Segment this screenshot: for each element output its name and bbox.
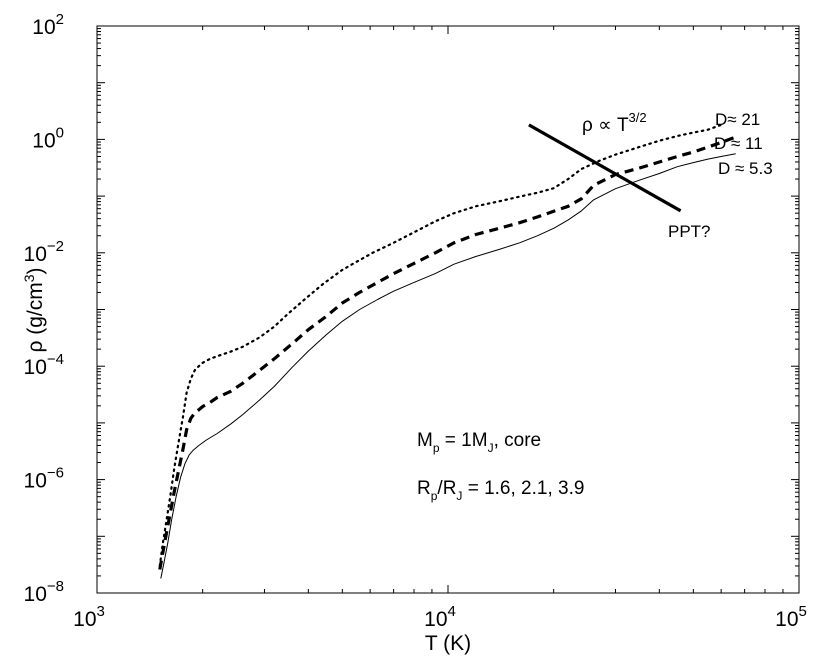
y-tick-exp: 0 (56, 124, 64, 141)
mass-rhs-sub: J (488, 441, 494, 455)
x-tick-base: 10 (73, 608, 96, 631)
x-tick-exp: 5 (799, 603, 807, 620)
radius-slash: /R (437, 478, 456, 499)
y-tick-base: 10 (24, 356, 47, 379)
mass-lhs-sub: p (433, 441, 440, 455)
ppt-label: PPT? (668, 222, 711, 241)
x-tick-label: 103 (73, 603, 105, 631)
mass-lhs: M (417, 430, 433, 451)
y-tick-label: 10−2 (24, 238, 64, 266)
y-axis-label: ρ (g/cm3) (21, 267, 47, 352)
mass-annotation: Mp = 1MJ, core (417, 430, 541, 455)
x-tick-exp: 4 (448, 603, 456, 620)
y-tick-label: 10−4 (24, 351, 64, 379)
y-axis-label-exp: 3 (21, 274, 37, 282)
y-tick-base: 10 (24, 583, 47, 606)
axis-ticks (96, 26, 799, 594)
series-line-t-3-2 (528, 123, 682, 213)
mass-eq: = 1M (440, 430, 488, 451)
series-label-d11: D ≈ 11 (714, 134, 763, 153)
x-tick-labels: 103 104 105 (73, 603, 807, 631)
series-line-d-5-3 (160, 153, 736, 579)
mass-tail: , core (494, 430, 542, 451)
x-tick-label: 105 (775, 603, 807, 631)
y-axis-label-base: ρ (g/cm (24, 282, 47, 352)
y-tick-label: 102 (32, 11, 64, 39)
x-tick-exp: 3 (97, 603, 105, 620)
scaling-law-exp: 3/2 (629, 110, 647, 125)
y-tick-exp: 2 (56, 11, 64, 28)
radius-r1-sub: p (431, 489, 438, 503)
series-label-d21: D≈ 21 (715, 110, 760, 129)
y-axis-label-close: ) (24, 267, 47, 274)
radius-annotation: Rp/RJ = 1.6, 2.1, 3.9 (417, 478, 584, 503)
y-tick-exp: −6 (47, 465, 64, 482)
plot-frame (96, 25, 800, 594)
radius-r1: R (417, 478, 431, 499)
y-tick-exp: −4 (47, 351, 64, 368)
y-tick-base: 10 (32, 16, 55, 39)
scaling-law-label: ρ ∝ T3/2 (582, 110, 647, 136)
series-line-d-11 (158, 135, 737, 570)
y-tick-label: 10−6 (24, 465, 64, 493)
x-tick-label: 104 (424, 603, 456, 631)
radius-r2-sub: J (456, 489, 462, 503)
y-tick-base: 10 (32, 129, 55, 152)
x-axis-label: T (K) (425, 632, 471, 655)
x-tick-base: 10 (424, 608, 447, 631)
radius-tail: = 1.6, 2.1, 3.9 (462, 478, 584, 499)
y-tick-exp: −2 (47, 238, 64, 255)
scaling-law-base: ρ ∝ T (582, 115, 629, 136)
series-layer (158, 123, 737, 579)
y-tick-base: 10 (24, 470, 47, 493)
y-tick-label: 10−8 (24, 578, 64, 606)
y-tick-exp: −8 (47, 578, 64, 595)
series-line-d-21 (158, 123, 723, 568)
y-tick-base: 10 (24, 243, 47, 266)
y-tick-label: 100 (32, 124, 64, 152)
series-label-d53: D ≈ 5.3 (718, 159, 773, 178)
x-tick-base: 10 (775, 608, 798, 631)
